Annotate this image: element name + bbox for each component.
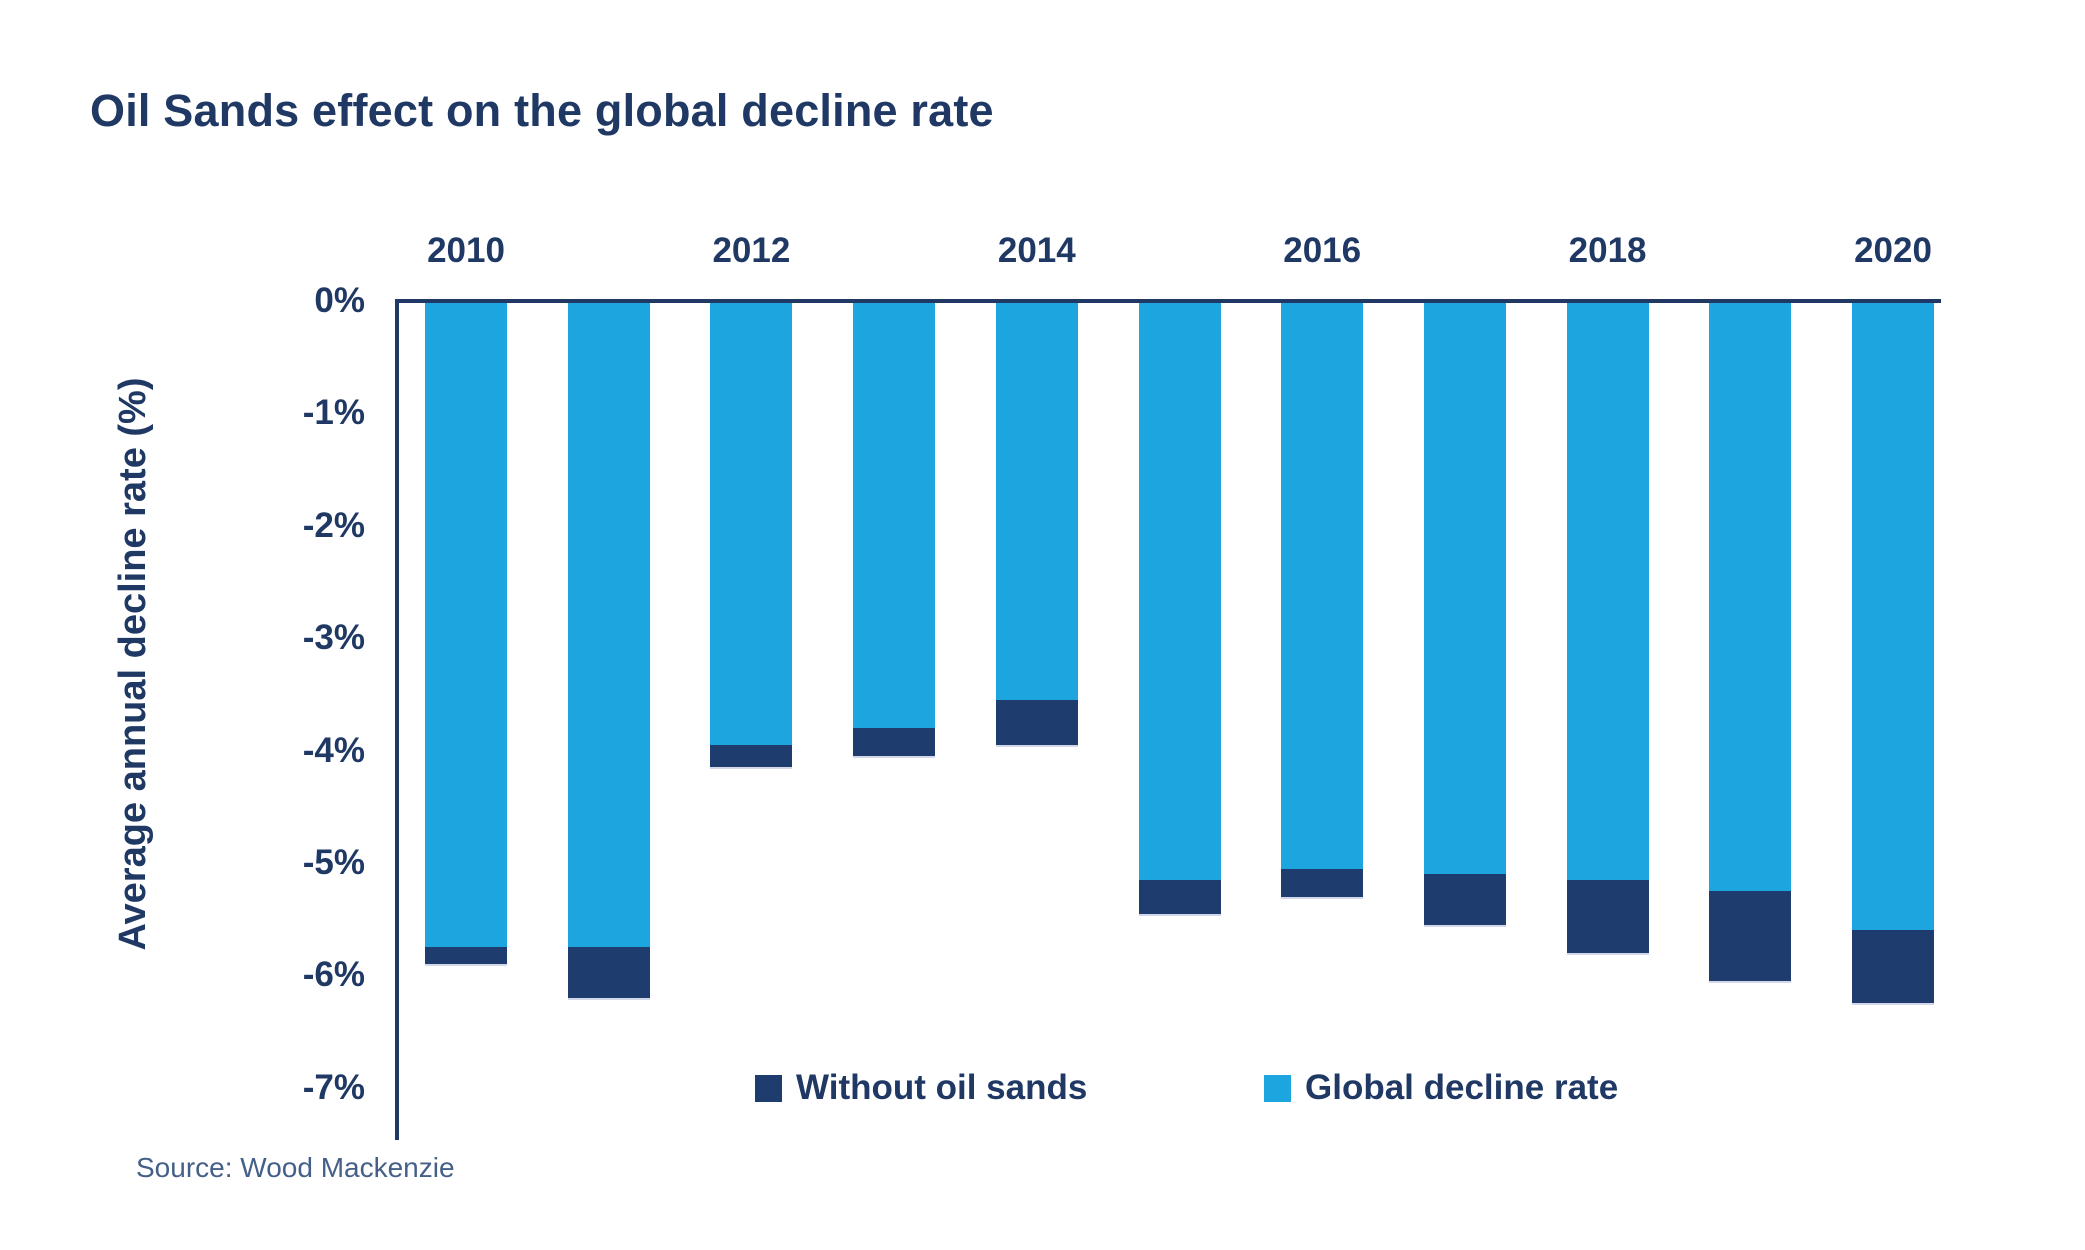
bar-segment-global-2015 <box>1138 303 1221 880</box>
bar-segment-without-oil-sands-2016 <box>1281 868 1364 897</box>
bar-segment-global-2013 <box>853 303 936 729</box>
bar-segment-without-oil-sands-2018 <box>1566 879 1649 953</box>
bar-segment-without-oil-sands-2015 <box>1138 879 1221 914</box>
bar-segment-global-2017 <box>1423 303 1506 875</box>
bar-segment-global-2011 <box>567 303 650 948</box>
source-note: Source: Wood Mackenzie <box>136 1152 455 1183</box>
x-tick-label: 2012 <box>712 231 791 270</box>
y-tick-label: -3% <box>302 618 365 658</box>
x-axis-line <box>396 299 1941 303</box>
legend-item-without-oil-sands: Without oil sands <box>755 1068 1087 1108</box>
bar-segment-without-oil-sands-2017 <box>1423 874 1506 925</box>
bar-segment-without-oil-sands-2020 <box>1852 930 1934 1004</box>
legend-label-global-decline-rate: Global decline rate <box>1305 1068 1619 1107</box>
legend-swatch-navy-icon <box>755 1074 782 1102</box>
legend-label-without-oil-sands: Without oil sands <box>796 1068 1088 1107</box>
x-tick-label: 2014 <box>997 231 1076 270</box>
bar-segment-global-2010 <box>425 303 507 948</box>
bar-segment-global-2014 <box>995 303 1078 701</box>
y-tick-label: 0% <box>314 281 365 320</box>
x-tick-label: 2020 <box>1854 231 1932 270</box>
y-tick-label: -1% <box>302 393 365 433</box>
y-tick-label: -5% <box>302 843 365 882</box>
legend-swatch-blue-icon <box>1264 1074 1291 1102</box>
y-tick-label: -7% <box>302 1067 365 1107</box>
bar-segment-global-2012 <box>710 303 793 745</box>
y-axis-line <box>395 299 399 1140</box>
bar-segment-global-2019 <box>1709 303 1792 892</box>
bar-segment-without-oil-sands-2011 <box>567 947 650 998</box>
bar-segment-without-oil-sands-2010 <box>425 947 507 965</box>
bar-segment-without-oil-sands-2019 <box>1709 891 1792 981</box>
bar-segment-without-oil-sands-2014 <box>995 700 1078 745</box>
y-axis-title: Average annual decline rate (%) <box>112 377 154 951</box>
x-tick-label: 2010 <box>427 231 505 270</box>
y-tick-label: -4% <box>302 730 365 770</box>
bar-segment-without-oil-sands-2013 <box>853 728 936 757</box>
chart-title: Oil Sands effect on the global decline r… <box>90 85 994 136</box>
y-tick-label: -2% <box>302 505 365 545</box>
bar-segment-global-2018 <box>1566 303 1649 880</box>
x-tick-label: 2018 <box>1568 231 1647 270</box>
legend-item-global-decline-rate: Global decline rate <box>1264 1068 1618 1108</box>
bar-segment-global-2016 <box>1281 303 1364 869</box>
bar-segment-global-2020 <box>1852 303 1934 931</box>
x-tick-label: 2016 <box>1283 231 1362 270</box>
y-tick-label: -6% <box>302 955 365 995</box>
bar-segment-without-oil-sands-2012 <box>710 744 793 768</box>
